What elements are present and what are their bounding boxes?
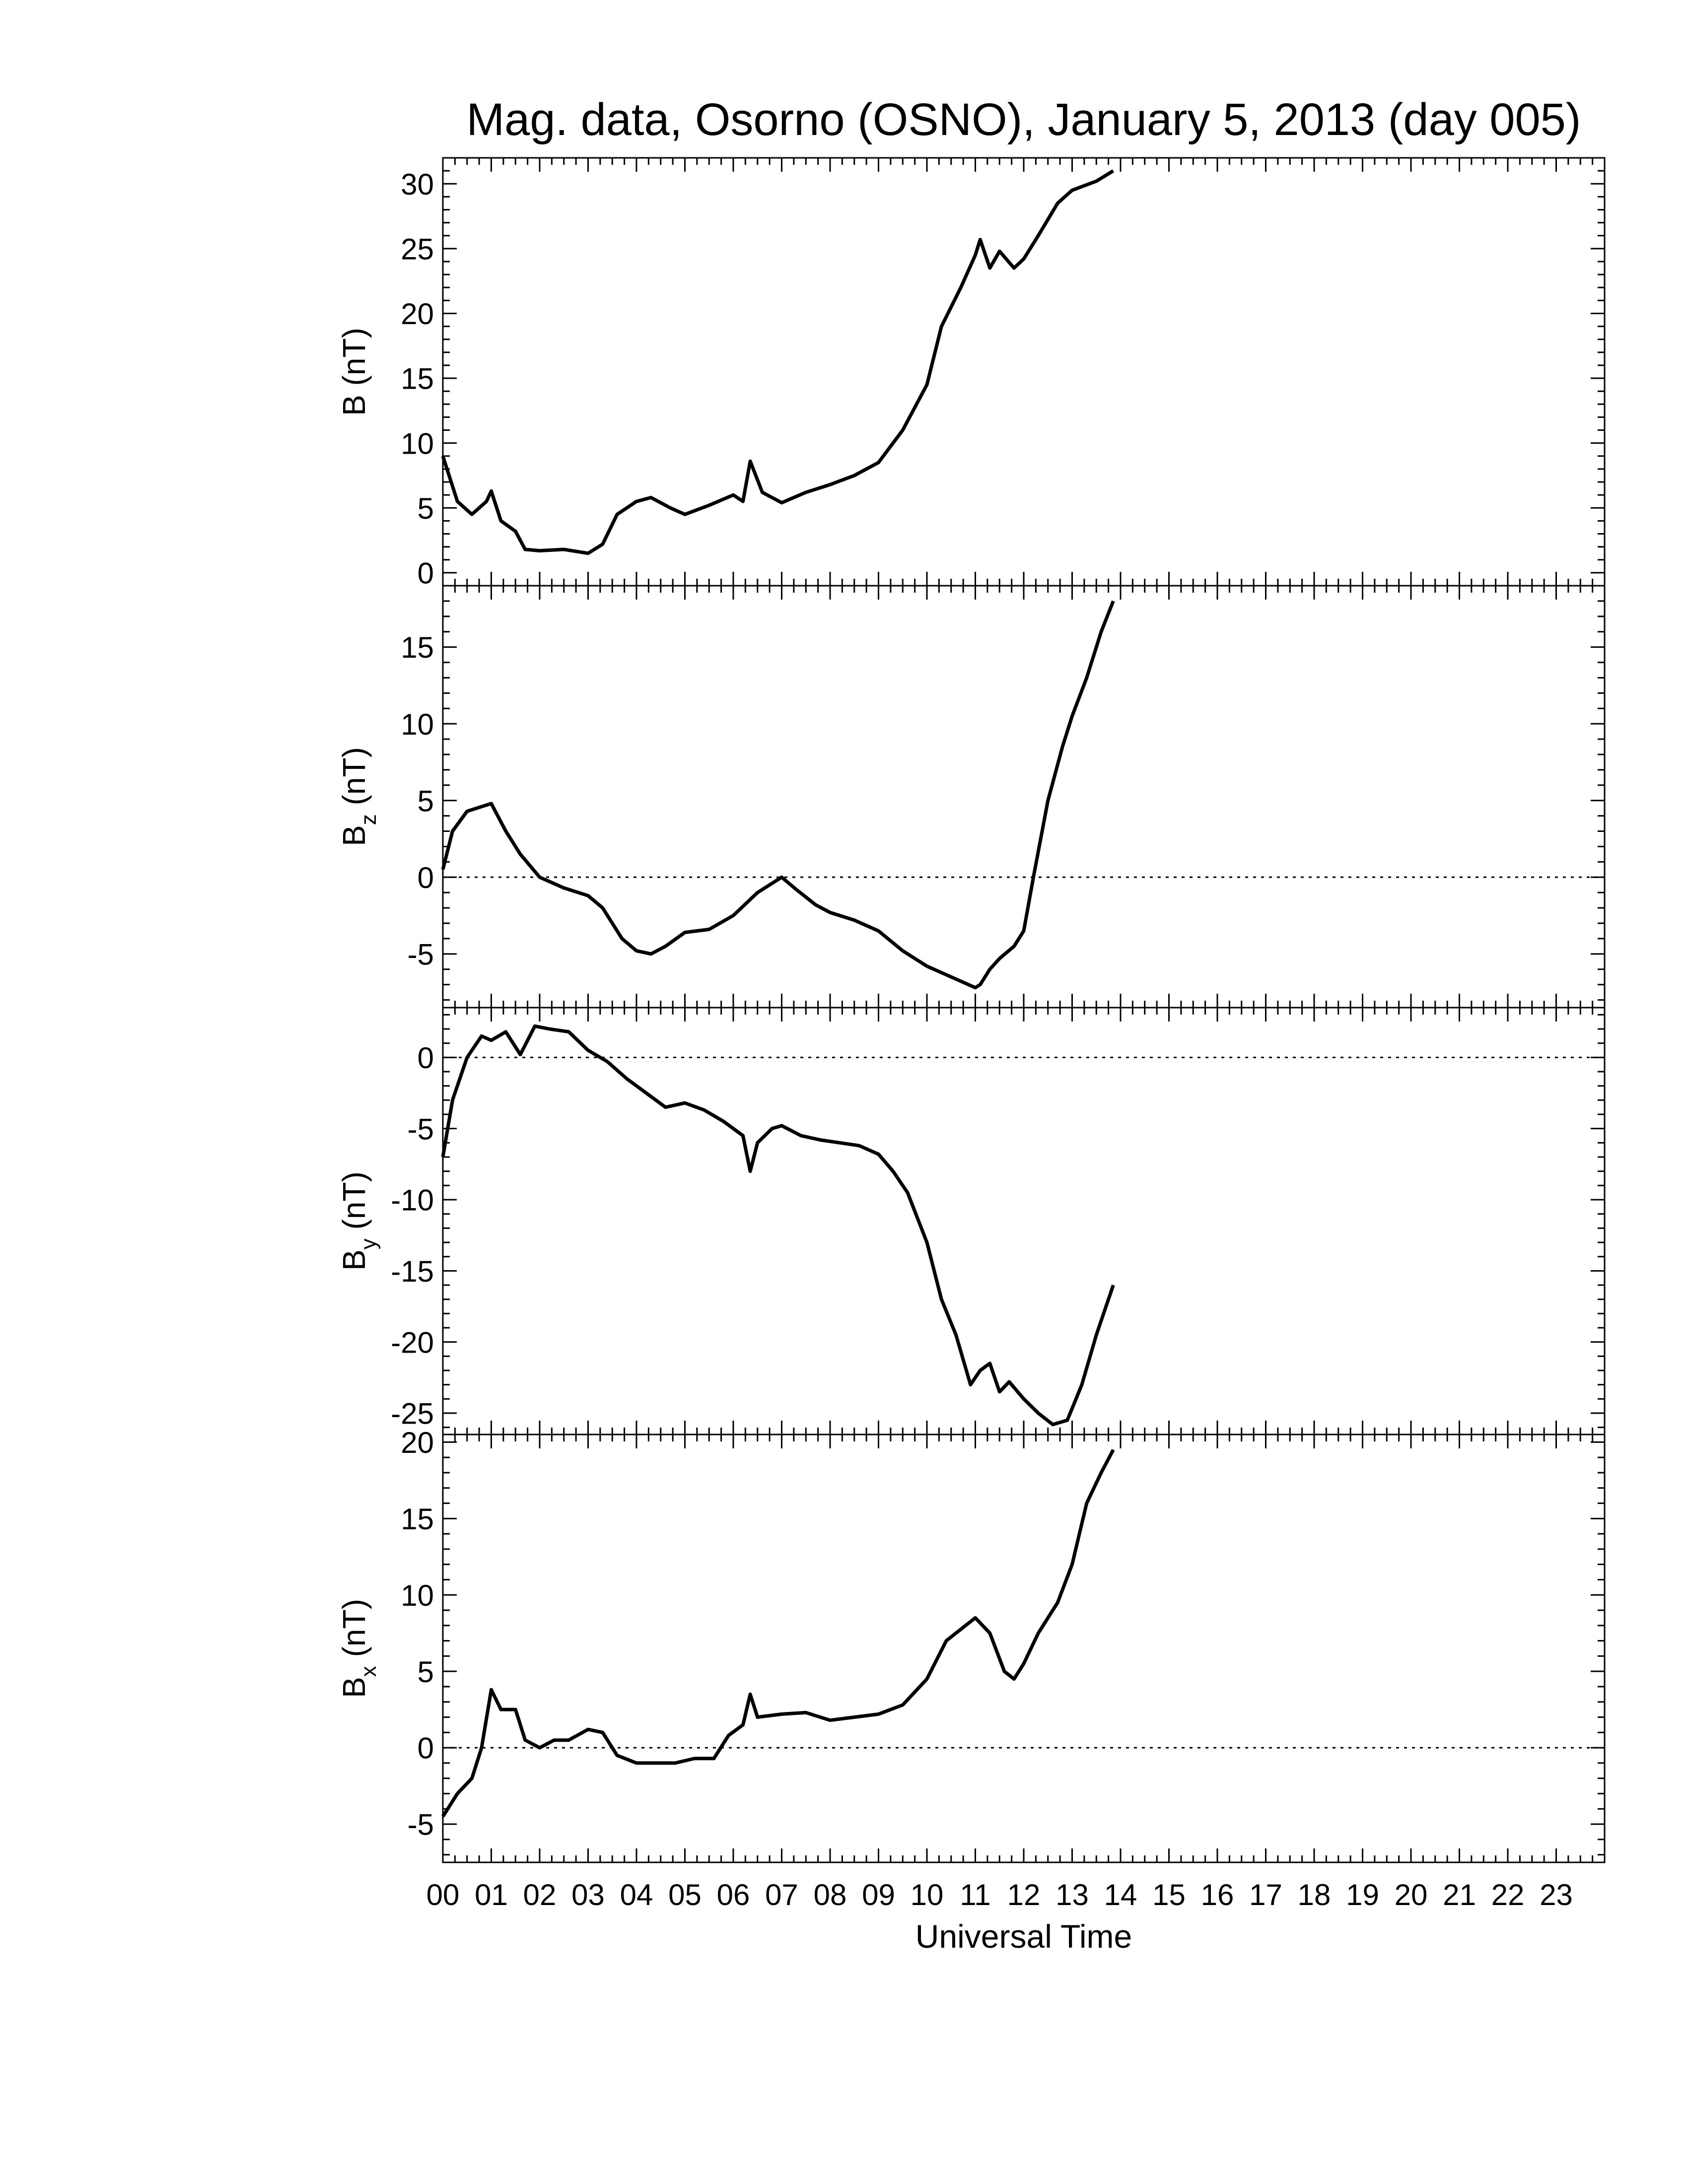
y-tick-label: 20 [401,297,434,331]
y-axis-label-subscript: z [356,814,381,825]
panel-1: 0 5 10 15 20 25 30 B (nT) [336,157,1606,590]
y-tick-label: 5 [418,784,434,818]
y-ticks [443,157,1605,587]
x-tick-label: 23 [1540,1878,1573,1911]
y-ticks [443,1441,1605,1856]
x-tick-label: 02 [523,1878,557,1911]
chart-title: Mag. data, Osorno (OSNO), January 5, 201… [467,94,1581,145]
x-axis-label: Universal Time [915,1918,1132,1955]
y-axis-label-base: B [336,395,372,416]
y-axis-label-subscript: x [356,1666,381,1677]
x-tick-label: 13 [1055,1878,1089,1911]
y-tick-label: 10 [401,427,434,460]
series-line [441,1024,1115,1427]
y-tick-label: 0 [418,1732,434,1765]
x-tick-label: 16 [1201,1878,1234,1911]
y-tick-label: 30 [401,168,434,201]
y-tick-label: -10 [391,1184,434,1217]
x-tick-label: 20 [1395,1878,1428,1911]
x-tick-label: 22 [1491,1878,1525,1911]
x-tick-label: 19 [1346,1878,1379,1911]
y-axis-label-base: B [336,825,372,846]
x-tick-label: 11 [960,1878,990,1911]
x-tick-label: 15 [1152,1878,1186,1911]
x-tick-label: 05 [668,1878,702,1911]
series-line [441,1449,1115,1818]
y-axis-label-unit: (nT) [336,747,372,814]
y-tick-labels: -5 0 5 10 15 [401,631,434,971]
y-tick-label: 15 [401,631,434,664]
x-ticks [442,1008,1606,1434]
y-tick-label: -5 [408,1112,434,1146]
x-tick-label: 12 [1007,1878,1041,1911]
panel-3: -25 -20 -15 -10 -5 0 By (nT) [336,1007,1606,1435]
y-tick-label: 25 [401,232,434,266]
x-tick-label: 06 [717,1878,750,1911]
panel-4: -5 0 5 10 15 20 Bx (nT) [336,1426,1606,1863]
y-tick-label: 0 [418,556,434,590]
x-tick-label: 03 [571,1878,605,1911]
x-ticks [442,1434,1606,1862]
y-tick-label: 5 [418,1655,434,1689]
x-tick-label: 21 [1443,1878,1476,1911]
y-axis-label: Bz (nT) [336,747,381,846]
y-axis-label-unit: (nT) [336,1599,372,1666]
y-axis-label-unit: (nT) [336,328,372,395]
x-tick-label: 17 [1249,1878,1282,1911]
x-tick-label: 07 [765,1878,798,1911]
y-tick-label: -5 [408,1808,434,1842]
y-axis-label-base: B [336,1677,372,1698]
y-tick-label: -5 [408,938,434,971]
x-ticks [442,158,1606,586]
y-tick-labels: -25 -20 -15 -10 -5 0 [391,1041,434,1431]
y-axis-label-subscript: y [356,1238,381,1249]
y-tick-label: -15 [391,1255,434,1288]
y-tick-label: -25 [391,1397,434,1431]
y-axis-label: B (nT) [336,328,372,416]
series-line [441,600,1115,990]
x-tick-label: 10 [911,1878,944,1911]
series-line [441,169,1115,555]
x-ticks [442,586,1606,1008]
y-tick-labels: 0 5 10 15 20 25 30 [401,168,434,590]
y-axis-label-base: B [336,1249,372,1271]
y-ticks [443,585,1605,1001]
y-tick-label: 0 [418,1041,434,1075]
x-axis: 00 01 02 03 04 05 06 07 08 09 10 11 12 13 14 15 16 17 18 19… [426,1878,1573,1911]
y-tick-label: 0 [418,861,434,894]
x-tick-label: 00 [426,1878,460,1911]
y-tick-labels: -5 0 5 10 15 20 [401,1426,434,1842]
y-tick-label: -20 [391,1326,434,1359]
x-tick-label: 04 [620,1878,653,1911]
y-tick-label: 20 [401,1426,434,1459]
y-tick-label: 10 [401,1579,434,1612]
y-axis-label: Bx (nT) [336,1599,381,1698]
y-tick-label: 10 [401,708,434,741]
y-tick-label: 5 [418,492,434,525]
y-axis-label: By (nT) [336,1171,381,1271]
y-tick-label: 15 [401,1502,434,1536]
x-tick-label: 08 [814,1878,847,1911]
x-tick-label: 01 [475,1878,508,1911]
x-tick-label: 09 [862,1878,895,1911]
x-tick-label: 14 [1104,1878,1137,1911]
y-tick-label: 15 [401,362,434,396]
x-tick-label: 18 [1298,1878,1331,1911]
y-axis-label-unit: (nT) [336,1171,372,1238]
